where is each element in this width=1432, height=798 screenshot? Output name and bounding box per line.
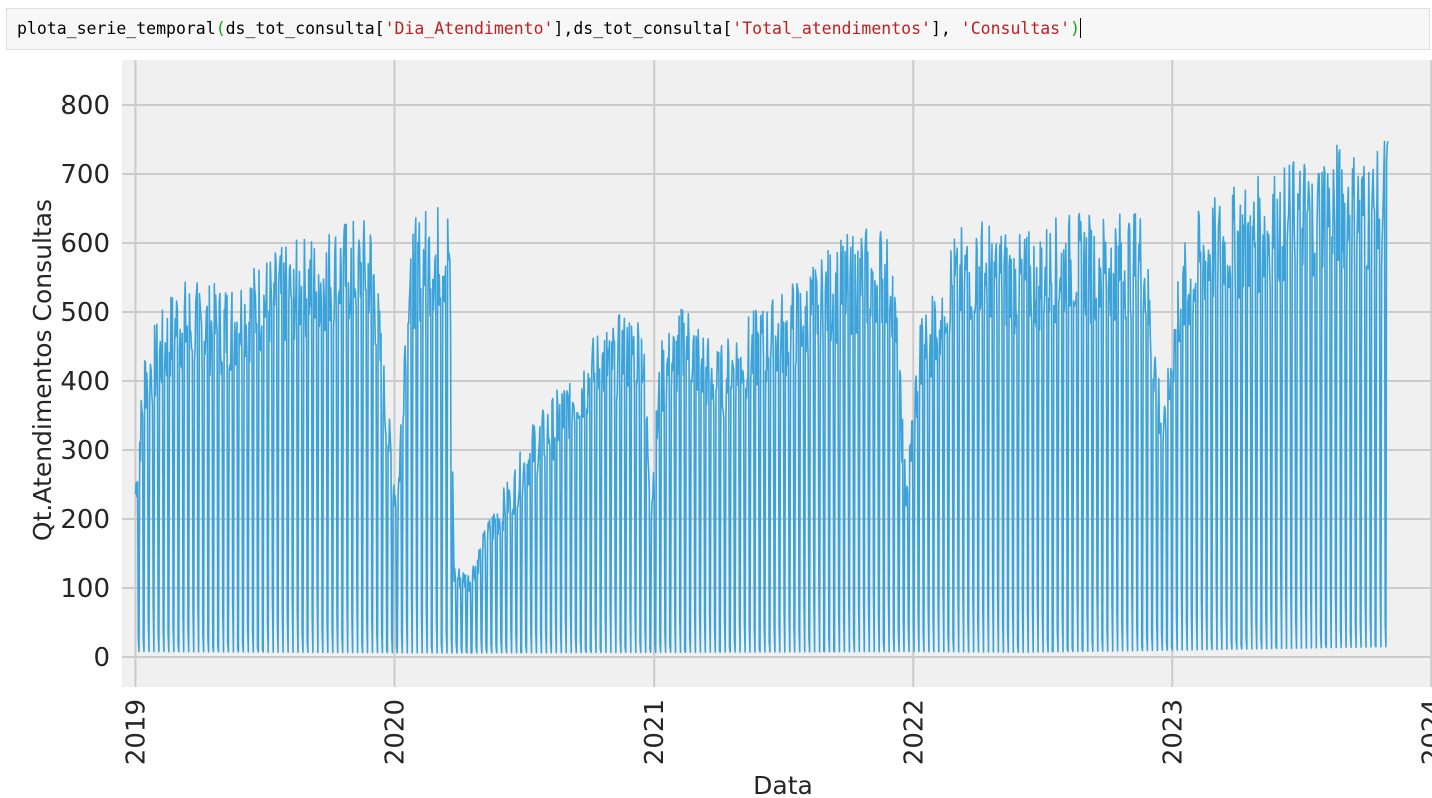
x-tick-label: 2020 [381, 699, 411, 765]
x-axis-label: Data [753, 771, 813, 798]
x-tick-labels: 2019 2020 2021 2022 2023 2024 [121, 699, 1432, 765]
code-token-text: ds_tot_consulta[ [225, 19, 385, 38]
y-tick-label: 500 [60, 298, 110, 328]
series-line [134, 140, 1389, 654]
code-cell[interactable]: plota_serie_temporal(ds_tot_consulta['Di… [6, 8, 1430, 50]
code-token-text: ],ds_tot_consulta[ [553, 19, 733, 38]
y-tick-label: 0 [93, 643, 110, 673]
cell-output: 0 100 200 300 400 500 600 700 800 2019 2020 2021 20… [16, 60, 1432, 798]
y-tick-label: 100 [60, 574, 110, 604]
x-tick-label: 2021 [640, 699, 670, 765]
code-token-string: 'Dia_Atendimento' [384, 19, 554, 38]
series-group [134, 140, 1389, 654]
y-tick-labels: 0 100 200 300 400 500 600 700 800 [60, 91, 110, 673]
y-tick-label: 400 [60, 367, 110, 397]
plot-background [122, 60, 1432, 687]
y-tick-label: 700 [60, 160, 110, 190]
code-token-function: plota_serie_temporal [17, 19, 216, 38]
y-tick-label: 800 [60, 91, 110, 121]
code-token-text: ], [930, 19, 961, 38]
text-cursor [1080, 18, 1081, 38]
y-tick-label: 200 [60, 505, 110, 535]
y-axis-label: Qt.Atendimentos Consultas [28, 199, 57, 541]
code-token-string: 'Consultas' [960, 19, 1071, 38]
grid-lines [122, 60, 1432, 687]
x-tick-label: 2019 [121, 699, 151, 765]
code-token-close-paren: ) [1070, 19, 1080, 38]
x-tick-label: 2023 [1158, 699, 1188, 765]
code-line[interactable]: plota_serie_temporal(ds_tot_consulta['Di… [17, 18, 1081, 40]
x-tick-label: 2022 [899, 699, 929, 765]
y-tick-label: 600 [60, 229, 110, 259]
code-token-open-paren: ( [215, 19, 226, 38]
code-token-string: 'Total_atendimentos' [732, 19, 931, 38]
x-tick-label: 2024 [1417, 699, 1432, 765]
y-tick-label: 300 [60, 436, 110, 466]
